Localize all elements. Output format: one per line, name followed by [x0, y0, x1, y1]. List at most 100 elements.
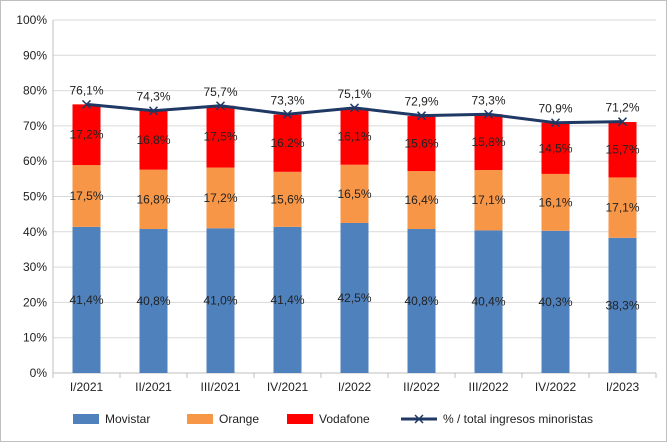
data-labels: 41,4% 17,5% 17,2% 40,8% 16,8% 16,8% 41,0% 17,2%… — [69, 128, 639, 313]
legend: Movistar Orange Vodafone % / total ingresos… — [73, 412, 593, 426]
bar-orange — [340, 164, 369, 223]
line-value-label: 76,1% — [69, 83, 103, 97]
y-tick-label: 100% — [16, 13, 47, 27]
marker-stroke — [349, 103, 360, 113]
y-tick-label: 60% — [23, 154, 47, 168]
bar-movistar — [608, 237, 637, 373]
line-value-label: 73,3% — [471, 93, 505, 107]
bar-value-label: 16,1% — [538, 195, 572, 209]
legend-marker-stroke — [414, 414, 424, 424]
marker-stroke — [483, 109, 494, 119]
bar-movistar — [273, 226, 302, 373]
y-tick-label: 90% — [23, 48, 47, 62]
bar-value-label: 14,5% — [538, 141, 572, 155]
y-tick-label: 20% — [23, 295, 47, 309]
bar-value-label: 40,8% — [404, 294, 438, 308]
marker-stroke — [282, 109, 293, 119]
y-tick-label: 70% — [23, 119, 47, 133]
line-value-label: 70,9% — [538, 102, 572, 116]
bar-vodafone — [72, 104, 101, 166]
bar-value-label: 15,7% — [605, 143, 639, 157]
bar-vodafone — [541, 122, 570, 174]
bar-vodafone — [139, 110, 168, 170]
bar-orange — [72, 165, 101, 227]
line-point-marker — [81, 99, 92, 109]
x-tick-label: I/2021 — [70, 380, 104, 394]
bar-movistar — [541, 230, 570, 373]
bar-value-label: 38,3% — [605, 298, 639, 312]
x-tick-label: II/2022 — [403, 380, 440, 394]
bar-value-label: 15,6% — [270, 192, 304, 206]
marker-stroke — [215, 101, 226, 111]
legend-label-movistar: Movistar — [105, 412, 150, 426]
line-value-label: 73,3% — [270, 93, 304, 107]
legend-label-vodafone: Vodafone — [319, 412, 370, 426]
bar-orange — [474, 170, 503, 231]
y-tick-label: 80% — [23, 84, 47, 98]
y-tick-label: 30% — [23, 260, 47, 274]
marker-stroke — [416, 111, 427, 121]
x-tick-label: I/2022 — [338, 380, 372, 394]
bar-value-label: 40,4% — [471, 295, 505, 309]
total-line: 76,1% 74,3% 75,7% 73,3% 75,1% 72,9% 73,3% 70,9%… — [69, 83, 640, 128]
bar-value-label: 41,4% — [69, 293, 103, 307]
line-point-marker — [215, 101, 226, 111]
bar-value-label: 41,0% — [203, 294, 237, 308]
bar-value-label: 15,6% — [404, 137, 438, 151]
bar-vodafone — [407, 116, 436, 172]
bar-vodafone — [474, 114, 503, 171]
bar-orange — [541, 173, 570, 231]
legend-swatch-orange — [187, 414, 213, 424]
legend-swatch-movistar — [73, 414, 99, 424]
marker-stroke — [617, 117, 628, 127]
bar-value-label: 17,5% — [69, 189, 103, 203]
bar-value-label: 40,3% — [538, 295, 572, 309]
bar-value-label: 15,8% — [471, 135, 505, 149]
bar-value-label: 17,5% — [203, 130, 237, 144]
bar-value-label: 17,2% — [203, 191, 237, 205]
bar-value-label: 16,2% — [270, 136, 304, 150]
legend-label-total: % / total ingresos minoristas — [443, 412, 593, 426]
bar-vodafone — [608, 122, 637, 178]
line-point-marker — [617, 117, 628, 127]
bar-value-label: 16,8% — [136, 192, 170, 206]
bar-movistar — [407, 228, 436, 373]
x-tick-label: III/2022 — [468, 380, 508, 394]
bar-value-label: 17,1% — [605, 201, 639, 215]
bar-value-label: 42,5% — [337, 291, 371, 305]
bar-movistar — [340, 222, 369, 373]
bar-value-label: 16,5% — [337, 187, 371, 201]
line-value-label: 75,7% — [203, 85, 237, 99]
line-value-label: 74,3% — [136, 90, 170, 104]
bar-movistar — [474, 230, 503, 373]
x-tick-label: I/2023 — [606, 380, 640, 394]
bar-value-label: 17,1% — [471, 193, 505, 207]
line-point-marker — [483, 109, 494, 119]
line-value-label: 75,1% — [337, 87, 371, 101]
legend-label-orange: Orange — [219, 412, 259, 426]
line-point-marker — [416, 111, 427, 121]
bar-orange — [139, 169, 168, 229]
bar-value-label: 41,4% — [270, 293, 304, 307]
bar-movistar — [139, 228, 168, 373]
line-point-marker — [349, 103, 360, 113]
marker-stroke — [81, 99, 92, 109]
bar-value-label: 16,4% — [404, 193, 438, 207]
marker-stroke — [550, 118, 561, 128]
y-tick-label: 50% — [23, 190, 47, 204]
bar-value-label: 17,2% — [69, 128, 103, 142]
y-tick-label: 0% — [30, 366, 48, 380]
bar-orange — [273, 171, 302, 227]
line-value-label: 71,2% — [605, 101, 639, 115]
legend-swatch-vodafone — [287, 414, 313, 424]
y-tick-label: 10% — [23, 331, 47, 345]
bar-vodafone — [273, 114, 302, 172]
bar-value-label: 40,8% — [136, 294, 170, 308]
line-point-marker — [282, 109, 293, 119]
line-point-marker — [550, 118, 561, 128]
bar-vodafone — [340, 107, 369, 165]
x-tick-label: IV/2021 — [267, 380, 309, 394]
bar-value-label: 16,8% — [136, 133, 170, 147]
